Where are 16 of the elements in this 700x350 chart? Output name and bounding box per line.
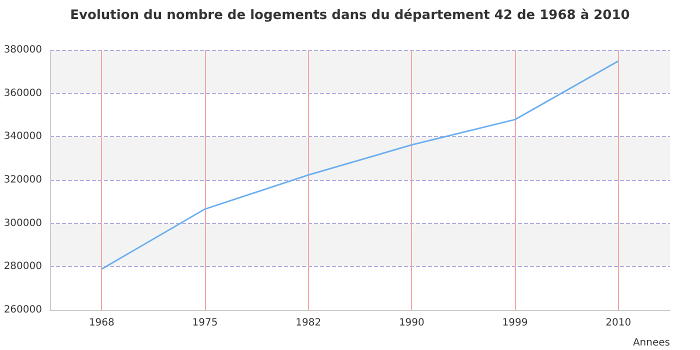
x-tick-label: 1982 [296,318,322,328]
x-tick-label: 1975 [192,318,218,328]
x-axis-title: Annees [632,338,670,348]
y-tick-label: 320000 [4,174,42,186]
x-tick-label: 1990 [398,318,424,328]
y-tick-label: 340000 [4,131,42,142]
y-tick-label: 280000 [4,261,42,272]
x-tick-label: 1999 [502,318,528,328]
y-tick-label: 300000 [4,218,42,229]
chart-title: Evolution du nombre de logements dans du département 42 de 1968 à 2010 [70,8,630,23]
x-tick-label: 2010 [606,318,632,328]
x-tick-label: 1968 [88,318,114,328]
y-tick-label: 380000 [4,44,42,56]
y-tick-label: 260000 [4,304,42,316]
line-series [100,60,620,270]
y-tick-label: 360000 [4,88,42,99]
